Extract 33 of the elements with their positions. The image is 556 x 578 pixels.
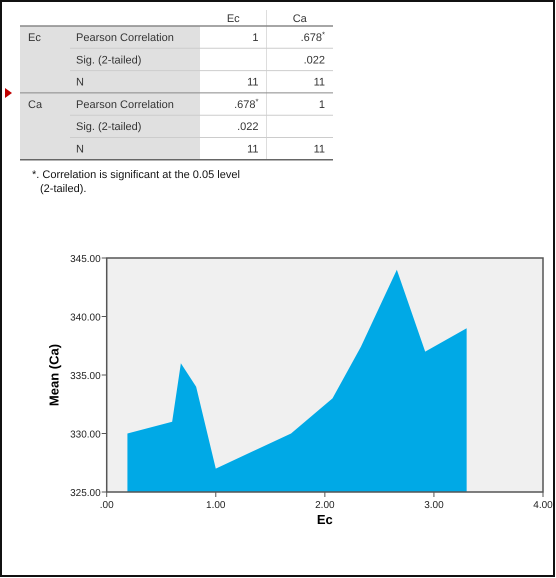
x-tick-label: 3.00 (424, 500, 444, 511)
category-label: Ec (226, 13, 240, 25)
x-axis-title: Ec (316, 512, 333, 527)
text: 11 (247, 76, 258, 89)
category-label: N (76, 144, 84, 156)
text: 11 (314, 144, 325, 156)
x-tick-label: 2.00 (315, 500, 336, 511)
y-tick-label: 335.00 (70, 371, 102, 382)
y-tick-label: 330.00 (70, 430, 102, 440)
text: 11 (247, 144, 258, 156)
category-label: Ca (292, 13, 308, 25)
text: .678$^{*}$ (300, 30, 325, 44)
x-tick-label: 1.00 (206, 500, 226, 511)
text: .022 (304, 54, 325, 66)
text: .022 (237, 121, 258, 134)
text: *. Correlation is significant at the 0.05 level (2-tailed). (32, 168, 240, 195)
x-tick-label: .00 (100, 500, 114, 511)
category-label: Sig. (2-tailed) (76, 121, 142, 134)
text: 1 (252, 32, 258, 44)
x-tick-label: 4.00 (533, 500, 554, 511)
y-tick-label: 325.00 (70, 488, 102, 499)
category-label: Pearson Correlation (76, 32, 174, 44)
text: 11 (314, 76, 325, 89)
text: 1 (318, 98, 325, 111)
y-tick-label: 345.00 (70, 254, 102, 265)
category-label: Ca (28, 98, 42, 111)
y-tick-label: 340.00 (70, 312, 102, 324)
y-axis-title: Mean (Ca) (46, 344, 62, 406)
category-label: N (76, 76, 84, 89)
category-label: Pearson Correlation (76, 98, 174, 111)
category-label: Sig. (2-tailed) (76, 54, 142, 66)
text: .678$^{*}$ (234, 96, 258, 111)
category-label: Ec (28, 32, 41, 44)
